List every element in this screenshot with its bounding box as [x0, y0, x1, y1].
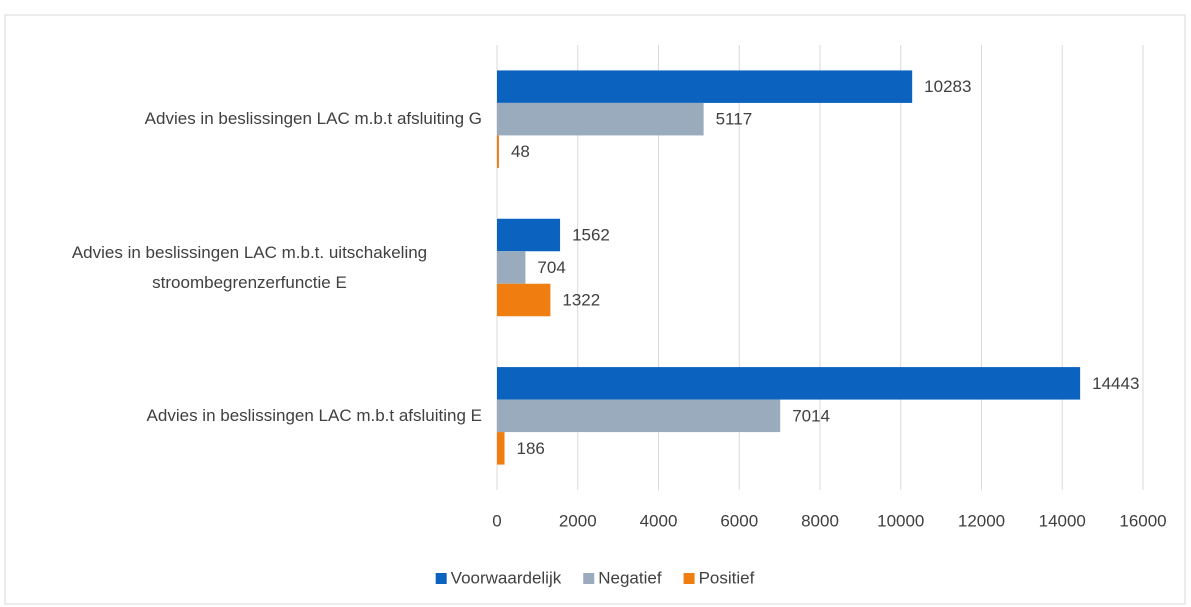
bar: [497, 283, 551, 317]
legend-swatch: [683, 573, 695, 584]
data-label: 1562: [572, 225, 610, 244]
x-tick-label: 8000: [801, 511, 839, 530]
bar: [497, 102, 704, 136]
x-tick-label: 4000: [640, 511, 678, 530]
bar: [497, 70, 913, 103]
x-tick-label: 12000: [958, 511, 1005, 530]
category-text: Advies in beslissingen LAC m.b.t afsluit…: [144, 109, 482, 129]
bar: [497, 367, 1081, 400]
x-tick-label: 6000: [720, 511, 758, 530]
data-label: 186: [517, 439, 545, 458]
category-text: Advies in beslissingen LAC m.b.t. uitsch…: [71, 242, 428, 292]
bar: [497, 135, 499, 168]
y-tick-label: Advies in beslissingen LAC m.b.t. uitsch…: [12, 238, 482, 298]
data-label: 10283: [924, 77, 971, 96]
data-label: 48: [511, 142, 530, 161]
legend-label: Voorwaardelijk: [451, 568, 562, 587]
legend-label: Positief: [699, 568, 755, 587]
data-label: 1322: [562, 290, 600, 309]
x-tick-label: 2000: [559, 511, 597, 530]
y-tick-label: Advies in beslissingen LAC m.b.t afsluit…: [12, 386, 482, 446]
legend-label: Negatief: [598, 568, 662, 587]
bar: [497, 432, 505, 465]
x-tick-label: 10000: [877, 511, 924, 530]
category-text: Advies in beslissingen LAC m.b.t afsluit…: [146, 405, 482, 425]
bar: [497, 399, 781, 433]
data-label: 5117: [716, 110, 753, 129]
x-tick-label: 14000: [1039, 511, 1086, 530]
bar: [497, 251, 526, 284]
data-label: 14443: [1092, 374, 1139, 393]
legend-swatch: [583, 573, 595, 584]
bar: [497, 218, 561, 252]
legend-swatch: [435, 573, 447, 584]
y-tick-label: Advies in beslissingen LAC m.b.t afsluit…: [12, 89, 482, 149]
x-tick-label: 0: [492, 511, 501, 530]
x-tick-label: 16000: [1119, 511, 1166, 530]
data-label: 704: [537, 258, 565, 277]
data-label: 7014: [792, 406, 830, 425]
